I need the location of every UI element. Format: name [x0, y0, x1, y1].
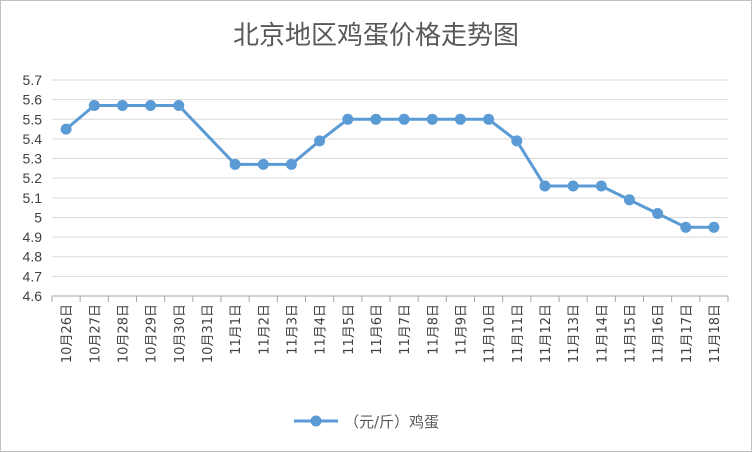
x-tick-label: 11月14日: [595, 304, 610, 363]
x-tick-label: 11月16日: [652, 304, 667, 363]
data-point: [116, 100, 128, 111]
y-tick-label: 5.2: [23, 170, 43, 186]
data-point: [595, 180, 607, 192]
x-tick-label: 10月31日: [201, 304, 216, 363]
data-point: [708, 221, 720, 233]
x-tick-label: 10月28日: [116, 304, 131, 363]
legend-swatch-marker: [310, 415, 322, 427]
x-tick-label: 11月18日: [708, 304, 723, 363]
y-tick-label: 5: [34, 209, 42, 225]
x-tick-label: 11月9日: [454, 304, 469, 355]
x-tick-label: 11月5日: [342, 304, 357, 355]
x-tick-label: 11月8日: [426, 304, 441, 355]
data-point: [426, 113, 438, 125]
x-tick-label: 11月10日: [483, 304, 498, 363]
x-tick-label: 11月1日: [229, 304, 244, 355]
x-tick-label: 11月13日: [567, 304, 582, 363]
data-point: [314, 135, 326, 147]
x-tick-label: 11月17日: [680, 304, 695, 363]
y-tick-label: 5.5: [23, 111, 43, 127]
data-point: [539, 180, 551, 192]
y-tick-label: 5.3: [23, 151, 43, 167]
data-point: [680, 221, 692, 233]
data-point: [173, 100, 185, 111]
data-point: [398, 113, 410, 125]
data-point: [285, 158, 297, 170]
legend-label: （元/斤）鸡蛋: [344, 413, 439, 431]
x-tick-label: 11月3日: [285, 304, 300, 355]
x-tick-label: 11月6日: [370, 304, 385, 355]
series-layer: [60, 100, 720, 233]
data-point: [567, 180, 579, 192]
x-tick-label: 10月30日: [173, 304, 188, 363]
y-tick-label: 4.6: [23, 288, 43, 304]
data-point: [370, 113, 382, 125]
y-tick-label: 4.7: [23, 268, 43, 284]
x-axis-tick-labels: 10月26日 10月27日 10月28日 10月29日 10月30日 10月31日 11月1…: [60, 304, 723, 363]
data-point: [229, 158, 241, 170]
data-point: [342, 113, 354, 125]
data-point: [454, 113, 466, 125]
y-tick-label: 5.6: [23, 92, 43, 108]
y-tick-label: 4.9: [23, 229, 43, 245]
data-point: [88, 100, 100, 111]
x-tick-label: 10月26日: [60, 304, 75, 363]
chart-title: 北京地区鸡蛋价格走势图: [233, 21, 519, 51]
data-point: [483, 113, 495, 125]
y-axis-tick-labels: 4.6 4.7 4.8 4.9 5 5.1 5.2 5.3 5.4 5.5 5.6 5.7: [23, 72, 43, 304]
x-tick-label: 11月4日: [314, 304, 329, 355]
x-tick-label: 11月12日: [539, 304, 554, 363]
axes: [51, 295, 729, 302]
legend: （元/斤）鸡蛋: [294, 413, 439, 431]
y-tick-label: 5.1: [23, 190, 43, 206]
x-tick-label: 11月15日: [623, 304, 638, 363]
x-tick-label: 10月27日: [88, 304, 103, 363]
data-point: [145, 100, 157, 111]
data-point: [257, 158, 269, 170]
y-tick-label: 4.8: [23, 249, 43, 265]
data-point: [60, 123, 72, 135]
y-tick-label: 5.4: [23, 131, 43, 147]
x-tick-label: 11月11日: [511, 304, 526, 363]
data-point: [652, 208, 664, 219]
y-tick-label: 5.7: [23, 72, 43, 88]
x-tick-label: 11月2日: [257, 304, 272, 355]
data-point: [623, 194, 635, 206]
x-tick-label: 11月7日: [398, 304, 413, 355]
x-tick-label: 10月29日: [145, 304, 160, 363]
data-point: [511, 135, 523, 147]
